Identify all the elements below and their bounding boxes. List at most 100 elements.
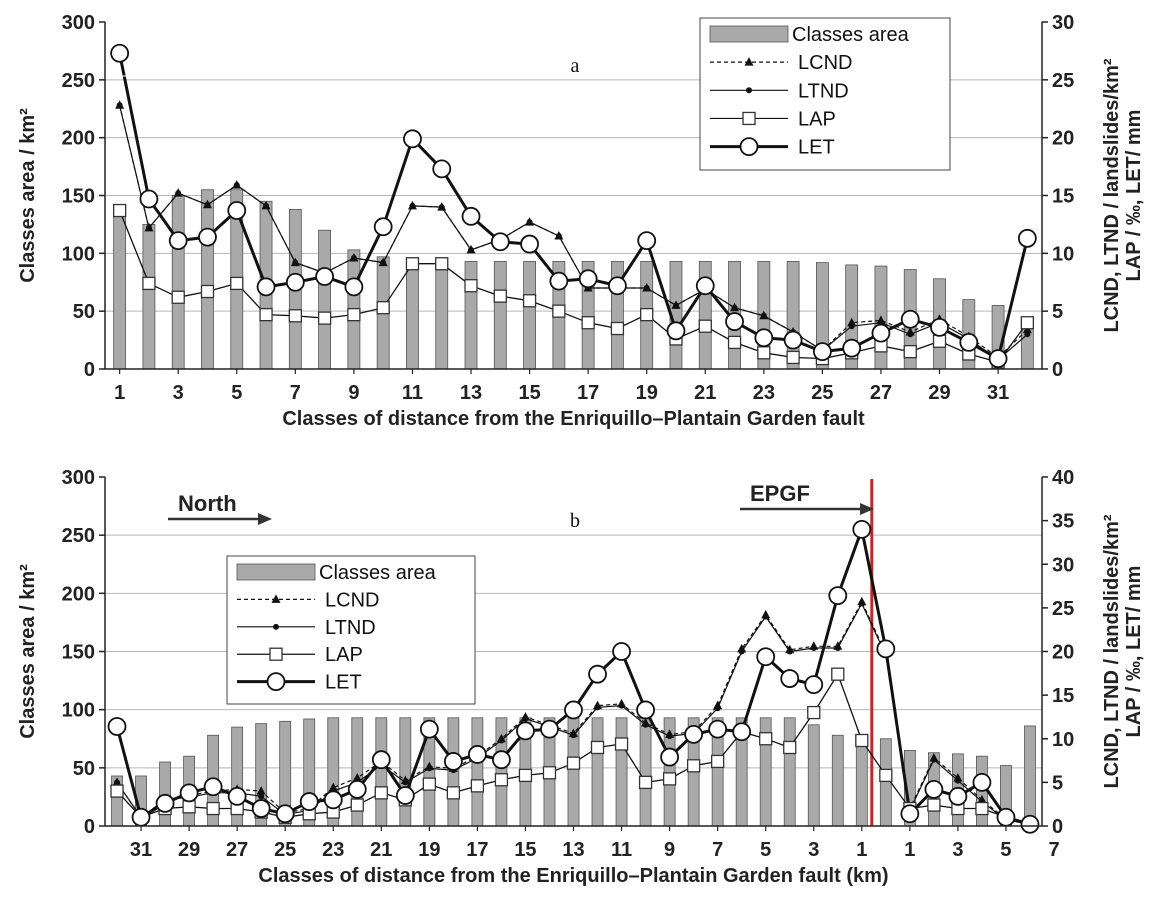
point-let: [251, 799, 271, 818]
y-left-tick-label: 100: [62, 700, 95, 722]
point-let: [754, 328, 774, 348]
x-tick-label: 15: [514, 839, 536, 861]
point-let: [708, 719, 728, 739]
x-tick-label: 1: [114, 382, 125, 404]
point-let: [490, 232, 510, 252]
y-left-tick-label: 0: [84, 816, 95, 838]
y-left-tick-label: 0: [84, 359, 95, 381]
legend-label-classes-area: Classes area: [319, 562, 437, 584]
point-let: [371, 750, 391, 770]
y-left-axis-label: Classes area / km²: [17, 108, 39, 283]
point-let: [299, 792, 319, 811]
point-let: [110, 43, 130, 63]
point-ltnd: [666, 733, 673, 740]
x-tick-label: 27: [870, 382, 892, 404]
point-let: [139, 189, 159, 209]
y-right-tick-label: 15: [1052, 685, 1074, 707]
point-ltnd: [409, 202, 416, 209]
point-let: [876, 639, 896, 659]
point-let: [227, 201, 247, 220]
point-let: [930, 317, 949, 337]
point-ltnd: [438, 204, 445, 211]
point-let: [564, 700, 583, 720]
point-let: [432, 159, 452, 179]
x-tick-label: 5: [231, 382, 242, 404]
point-let: [155, 793, 175, 813]
y-left-tick-label: 300: [62, 467, 95, 489]
point-ltnd: [114, 779, 121, 786]
point-lap: [932, 334, 947, 348]
point-ltnd: [834, 645, 841, 652]
bar-classes-area: [1024, 725, 1036, 827]
legend-swatch-ltnd-marker: [273, 623, 279, 630]
legend-swatch-ltnd-marker: [746, 87, 752, 94]
x-tick-label: 17: [577, 382, 599, 404]
point-let: [516, 721, 535, 741]
x-tick-label: 11: [611, 839, 632, 861]
x-tick-label: 25: [274, 839, 296, 861]
point-ltnd: [643, 285, 650, 292]
point-ltnd: [426, 765, 433, 772]
panel-label: b: [570, 510, 580, 532]
legend-label-classes-area: Classes area: [792, 24, 910, 46]
point-ltnd: [233, 182, 240, 189]
y-left-tick-label: 250: [62, 70, 95, 92]
y-left-tick-label: 50: [73, 301, 95, 323]
point-lap: [581, 316, 595, 330]
point-ltnd: [907, 331, 914, 338]
point-let: [1020, 814, 1040, 834]
x-tick-label: 3: [173, 382, 184, 404]
legend: Classes area LCND LTND LAP LET: [699, 17, 951, 171]
legend-label-let: LET: [325, 672, 362, 694]
point-ltnd: [1024, 331, 1031, 338]
point-let: [666, 321, 686, 341]
point-let: [131, 807, 151, 827]
legend-label-lcnd: LCND: [798, 52, 852, 74]
point-let: [988, 349, 1008, 368]
point-ltnd: [526, 219, 533, 226]
point-let: [612, 642, 631, 661]
annotation-arrow-head: [258, 513, 272, 525]
bar-classes-area: [435, 264, 449, 370]
point-lap: [206, 801, 220, 816]
point-lap: [288, 309, 302, 323]
bar-classes-area: [783, 717, 796, 827]
point-ltnd: [498, 737, 505, 744]
point-let: [959, 332, 979, 352]
point-ltnd: [786, 648, 793, 655]
point-let: [636, 700, 655, 720]
legend-label-lcnd: LCND: [325, 589, 379, 611]
point-ltnd: [145, 224, 152, 231]
point-let: [725, 312, 744, 331]
point-let: [804, 675, 824, 695]
y-left-tick-label: 150: [62, 186, 95, 208]
y-left-tick-label: 150: [62, 642, 95, 664]
x-tick-label: 3: [808, 839, 819, 861]
y-right-tick-label: 5: [1052, 301, 1063, 323]
x-tick-label: 25: [811, 382, 833, 404]
point-lap: [759, 732, 773, 746]
point-lap: [522, 294, 537, 308]
legend-swatch-classes-area: [709, 25, 789, 43]
x-tick-label: 15: [518, 382, 540, 404]
point-let: [315, 267, 335, 286]
point-lap: [711, 754, 725, 769]
point-let: [578, 269, 598, 289]
bar-classes-area: [464, 261, 478, 370]
x-tick-label: 5: [760, 839, 771, 861]
x-tick-label: 13: [460, 382, 482, 404]
point-lcnd: [847, 317, 857, 327]
y-left-tick-label: 200: [62, 128, 95, 150]
point-lap: [518, 768, 533, 783]
point-lap: [230, 276, 244, 291]
point-lap: [112, 203, 127, 218]
point-lap: [590, 740, 605, 755]
bar-classes-area: [406, 264, 419, 370]
x-tick-label: 1: [904, 839, 915, 861]
point-lap: [638, 775, 653, 790]
point-let: [419, 719, 439, 739]
bar-classes-area: [807, 724, 820, 827]
x-tick-label: 7: [712, 839, 723, 861]
point-ltnd: [810, 645, 817, 652]
x-tick-label: 9: [348, 382, 359, 404]
